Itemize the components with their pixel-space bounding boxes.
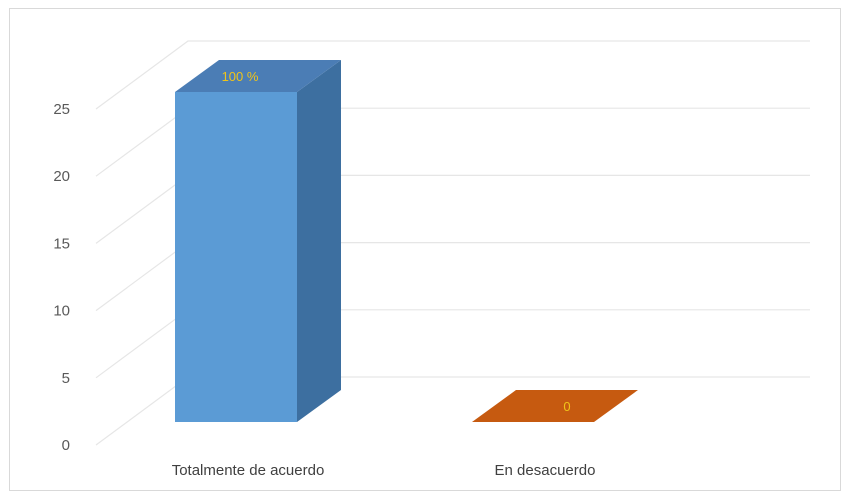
data-label: 100 %	[222, 69, 259, 84]
bar-front	[175, 92, 297, 422]
bar-0	[175, 60, 341, 422]
data-labels: 100 % 0	[222, 69, 571, 414]
y-tick-label: 15	[53, 235, 70, 252]
category-label: Totalmente de acuerdo	[172, 462, 325, 479]
y-tick-label: 0	[62, 437, 70, 454]
y-tick-label: 5	[62, 370, 70, 387]
gridline	[95, 40, 810, 110]
y-tick-label: 25	[53, 101, 70, 118]
y-tick-label: 10	[53, 303, 70, 320]
bar-top	[472, 390, 638, 422]
category-labels: Totalmente de acuerdo En desacuerdo	[172, 462, 596, 479]
data-label: 0	[563, 399, 570, 414]
category-label: En desacuerdo	[495, 462, 596, 479]
y-tick-label: 20	[53, 168, 70, 185]
bar-top	[175, 60, 341, 92]
bars	[175, 60, 638, 422]
bar-1	[472, 390, 638, 422]
y-axis-ticks: 0 5 10 15 20 25	[53, 101, 70, 454]
chart-frame	[9, 8, 841, 491]
bar-side	[297, 60, 341, 422]
